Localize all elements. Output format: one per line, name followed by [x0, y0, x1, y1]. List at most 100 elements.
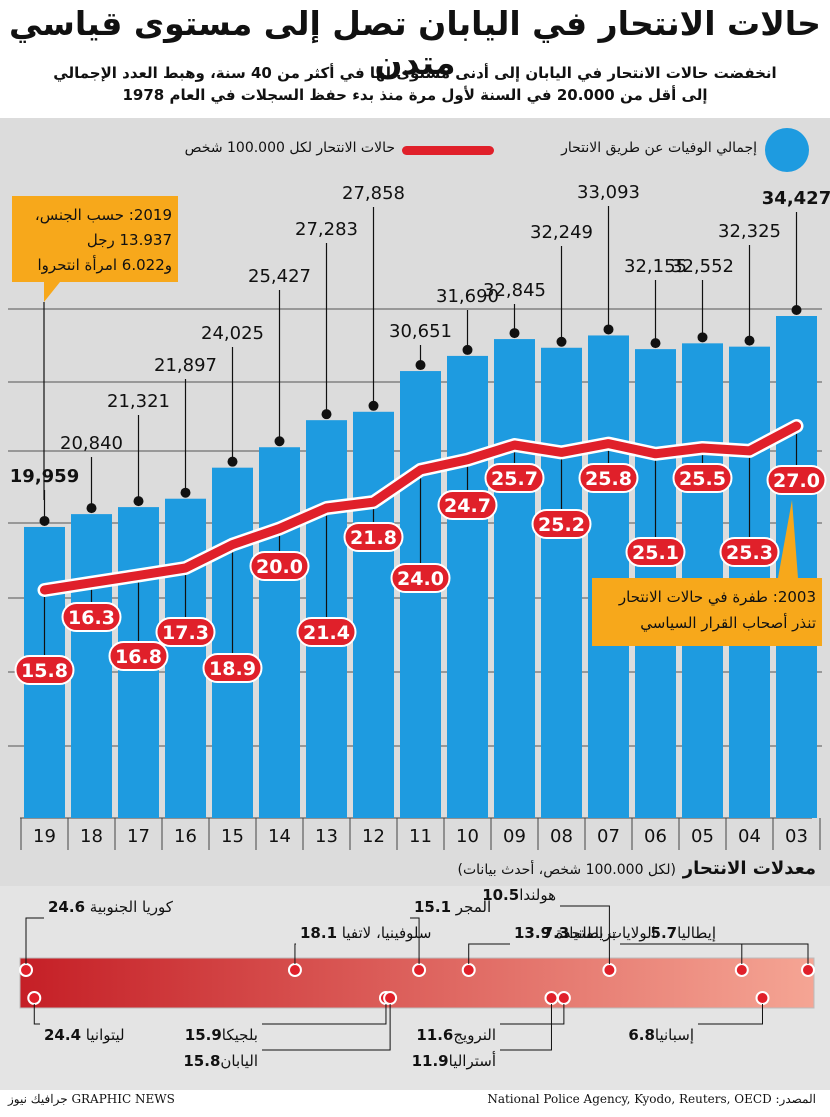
country-rate-label: 13.9 الولايات المتحدة	[514, 924, 656, 942]
rate-value-label: 25.5	[679, 468, 726, 490]
rate-leader	[410, 917, 420, 964]
country-name: أستراليا	[449, 1051, 496, 1070]
value-stem-dot	[180, 487, 191, 498]
rate-pill	[390, 563, 451, 593]
x-tick-label: 04	[738, 826, 761, 847]
bar-value-label: 32,155	[624, 256, 687, 277]
bar-value-label: 30,651	[389, 321, 452, 342]
value-stem-dot	[39, 515, 50, 526]
x-tick-label: 08	[550, 826, 573, 847]
bar	[400, 371, 441, 818]
rates-section-title: معدلات الانتحار	[682, 858, 816, 879]
rate-pill	[202, 653, 263, 683]
country-name: هولندا	[519, 886, 556, 904]
country-rate-value: 6.8	[628, 1026, 655, 1044]
country-name: إسبانيا	[655, 1026, 694, 1044]
rate-pill	[625, 537, 686, 567]
rate-pill	[437, 490, 498, 520]
rate-dot	[602, 963, 617, 977]
value-stem-dot	[227, 456, 238, 467]
value-stem-dot	[274, 436, 285, 447]
callout-2019-title: 2019: حسب الجنس،	[35, 206, 172, 224]
country-rate-label: بريطانيا7.3	[543, 924, 616, 942]
value-stem-dot	[133, 496, 144, 507]
rate-pill	[14, 655, 75, 685]
rate-pill	[672, 463, 733, 493]
source-note: المصدر: National Police Agency, Kyodo, R…	[487, 1092, 816, 1106]
rate-leader	[25, 917, 44, 964]
rate-value-label: 27.0	[773, 470, 820, 492]
country-rate-value: 13.9	[514, 924, 551, 942]
bar-value-label: 32,845	[483, 280, 546, 301]
bar-value-label: 25,427	[248, 266, 311, 287]
rate-dot	[27, 991, 42, 1005]
bar	[353, 411, 394, 818]
rate-leader	[262, 1004, 387, 1025]
rate-dot	[734, 963, 749, 977]
value-stem-dot	[86, 503, 97, 514]
bar	[71, 514, 112, 818]
x-tick-label: 12	[362, 826, 385, 847]
bar-value-label: 34,427	[762, 188, 830, 209]
rate-leader	[500, 1004, 565, 1025]
bar-value-label: 27,858	[342, 183, 405, 204]
bar-value-label: 27,283	[295, 219, 358, 240]
x-tick-label: 03	[785, 826, 808, 847]
x-tick-label: 18	[80, 826, 103, 847]
country-name: الولايات المتحدة	[551, 924, 656, 942]
bar-value-label: 32,325	[718, 221, 781, 242]
rate-dot	[801, 963, 815, 977]
bar-value-label: 21,321	[107, 391, 170, 412]
rate-dot	[755, 991, 770, 1005]
country-rate-value: 24.4	[44, 1026, 81, 1044]
x-tick-label: 17	[127, 826, 150, 847]
rate-value-label: 17.3	[162, 622, 209, 644]
rate-dot	[19, 963, 33, 977]
rate-value-label: 24.7	[444, 495, 491, 517]
rate-leader	[560, 905, 610, 964]
bar-value-label: 20,840	[60, 433, 123, 454]
x-tick-label: 05	[691, 826, 714, 847]
rate-leader	[468, 943, 510, 964]
country-rate-label: إيطاليا5.7	[651, 924, 716, 942]
rate-dot	[412, 963, 427, 977]
rate-pill	[578, 463, 639, 493]
rate-pill	[766, 465, 827, 495]
callout-2003-title: 2003: طفرة في حالات الانتحار	[618, 588, 816, 607]
value-stem-dot	[791, 305, 802, 315]
bar-value-label: 24,025	[201, 323, 264, 344]
country-rate-label: 18.1 سلوفينيا، لاتفيا	[300, 924, 431, 942]
x-tick-label: 15	[221, 826, 244, 847]
bar	[588, 335, 629, 818]
x-tick-label: 09	[503, 826, 526, 847]
country-rate-label: هولندا10.5	[482, 886, 556, 904]
country-rate-label: بلجيكا15.9	[185, 1026, 258, 1044]
rate-line	[40, 421, 801, 595]
country-name: بلجيكا	[222, 1026, 258, 1044]
rate-dot	[383, 991, 398, 1005]
callout-2019-women: و6.022 امرأة انتحروا	[38, 255, 172, 274]
country-rate-value: 11.9	[412, 1052, 449, 1070]
rate-pill	[484, 463, 545, 493]
rate-dot	[287, 963, 302, 977]
x-tick-label: 14	[268, 826, 291, 847]
country-name: إيطاليا	[677, 924, 716, 942]
rate-value-label: 16.3	[68, 607, 115, 629]
bar-value-label: 21,897	[154, 355, 217, 376]
x-tick-label: 10	[456, 826, 479, 847]
rate-leader	[500, 1004, 552, 1051]
rate-value-label: 21.4	[303, 622, 350, 644]
rate-value-label: 24.0	[397, 568, 444, 590]
rate-value-label: 16.8	[115, 646, 162, 668]
legend-total-swatch	[765, 128, 809, 172]
callout-2019-men: 13.937 رجل	[87, 231, 172, 249]
country-name: بريطانيا	[569, 924, 616, 942]
rate-leader	[33, 1004, 40, 1025]
country-rate-label: أستراليا11.9	[412, 1051, 496, 1070]
callout-2019-box	[12, 196, 178, 302]
value-stem-dot	[368, 400, 379, 411]
value-stem-dot	[650, 338, 661, 349]
country-name: كوريا الجنوبية	[85, 898, 174, 916]
country-rate-label: اليابان15.8	[183, 1052, 258, 1070]
